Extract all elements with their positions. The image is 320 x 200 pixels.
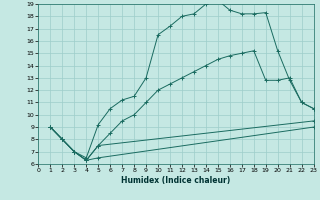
X-axis label: Humidex (Indice chaleur): Humidex (Indice chaleur) (121, 176, 231, 185)
